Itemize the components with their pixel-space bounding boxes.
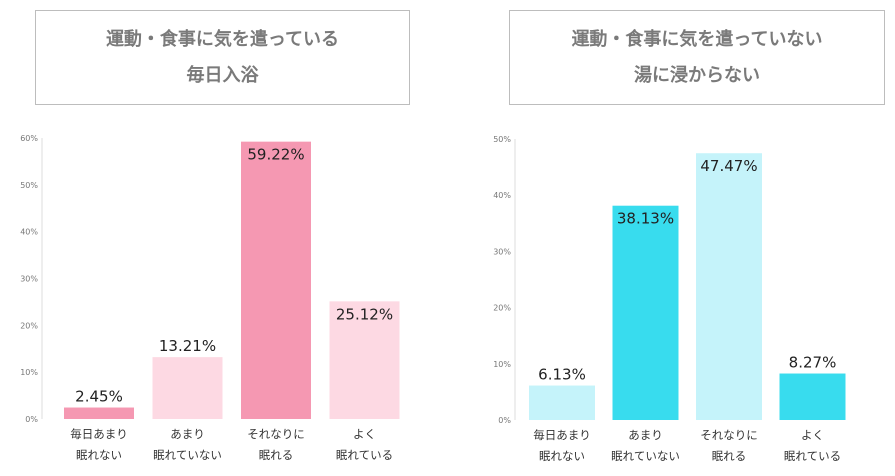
left-category-label-line1: あまり xyxy=(170,427,205,441)
right-y-tick-label: 40% xyxy=(493,191,511,200)
right-y-tick-label: 20% xyxy=(493,304,511,313)
left-title-line2: 毎日入浴 xyxy=(186,64,259,86)
right-title-line2: 湯に浸からない xyxy=(634,64,760,86)
right-category-label-line1: あまり xyxy=(628,428,663,442)
right-y-tick-label: 50% xyxy=(493,135,511,144)
left-y-tick-label: 0% xyxy=(25,415,38,424)
right-y-tick-label: 30% xyxy=(493,247,511,256)
right-category-label-line2: 眠れている xyxy=(784,449,841,463)
left-value-label: 2.45% xyxy=(75,388,123,406)
left-category-label-line2: 眠れる xyxy=(259,448,294,462)
right-value-label: 6.13% xyxy=(538,366,586,384)
left-bar xyxy=(64,407,134,419)
right-category-label-line1: 毎日あまり xyxy=(533,428,591,442)
right-category-label-line2: 眠れる xyxy=(712,449,747,463)
right-y-tick-label: 10% xyxy=(493,360,511,369)
right-bar xyxy=(779,373,846,420)
left-category-label-line1: よく xyxy=(353,427,376,441)
right-category-label-line1: よく xyxy=(801,428,824,442)
left-y-tick-label: 10% xyxy=(20,368,38,377)
right-value-label: 47.47% xyxy=(700,157,757,175)
left-category-label-line2: 眠れない xyxy=(76,448,122,462)
left-y-tick-label: 50% xyxy=(20,181,38,190)
right-value-label: 8.27% xyxy=(789,354,837,372)
left-y-tick-label: 20% xyxy=(20,321,38,330)
left-bar xyxy=(329,301,400,419)
left-y-tick-label: 40% xyxy=(20,228,38,237)
left-y-tick-label: 30% xyxy=(20,275,38,284)
left-category-label-line1: それなりに xyxy=(247,427,305,441)
right-y-tick-label: 0% xyxy=(498,416,511,425)
left-value-label: 59.22% xyxy=(247,146,304,164)
right-category-label-line2: 眠れていない xyxy=(611,449,680,463)
left-category-label-line1: 毎日あまり xyxy=(70,427,128,441)
left-title-box: 運動・食事に気を遣っている 毎日入浴 xyxy=(35,10,410,105)
left-category-label-line2: 眠れていない xyxy=(153,448,222,462)
left-category-label-line2: 眠れている xyxy=(336,448,393,462)
right-value-label: 38.13% xyxy=(617,210,674,228)
left-value-label: 13.21% xyxy=(159,337,216,355)
right-category-label-line2: 眠れない xyxy=(539,449,585,463)
right-title-box: 運動・食事に気を遣っていない 湯に浸からない xyxy=(509,10,885,105)
left-y-tick-label: 60% xyxy=(20,134,38,143)
right-bar xyxy=(529,385,595,420)
left-bar xyxy=(241,141,311,419)
left-value-label: 25.12% xyxy=(336,305,393,323)
left-title-line1: 運動・食事に気を遣っている xyxy=(105,28,340,50)
right-category-label-line1: それなりに xyxy=(700,428,758,442)
left-bar xyxy=(152,357,223,419)
right-title-line1: 運動・食事に気を遣っていない xyxy=(571,28,823,50)
right-bar xyxy=(696,153,762,420)
right-bar xyxy=(612,205,679,420)
